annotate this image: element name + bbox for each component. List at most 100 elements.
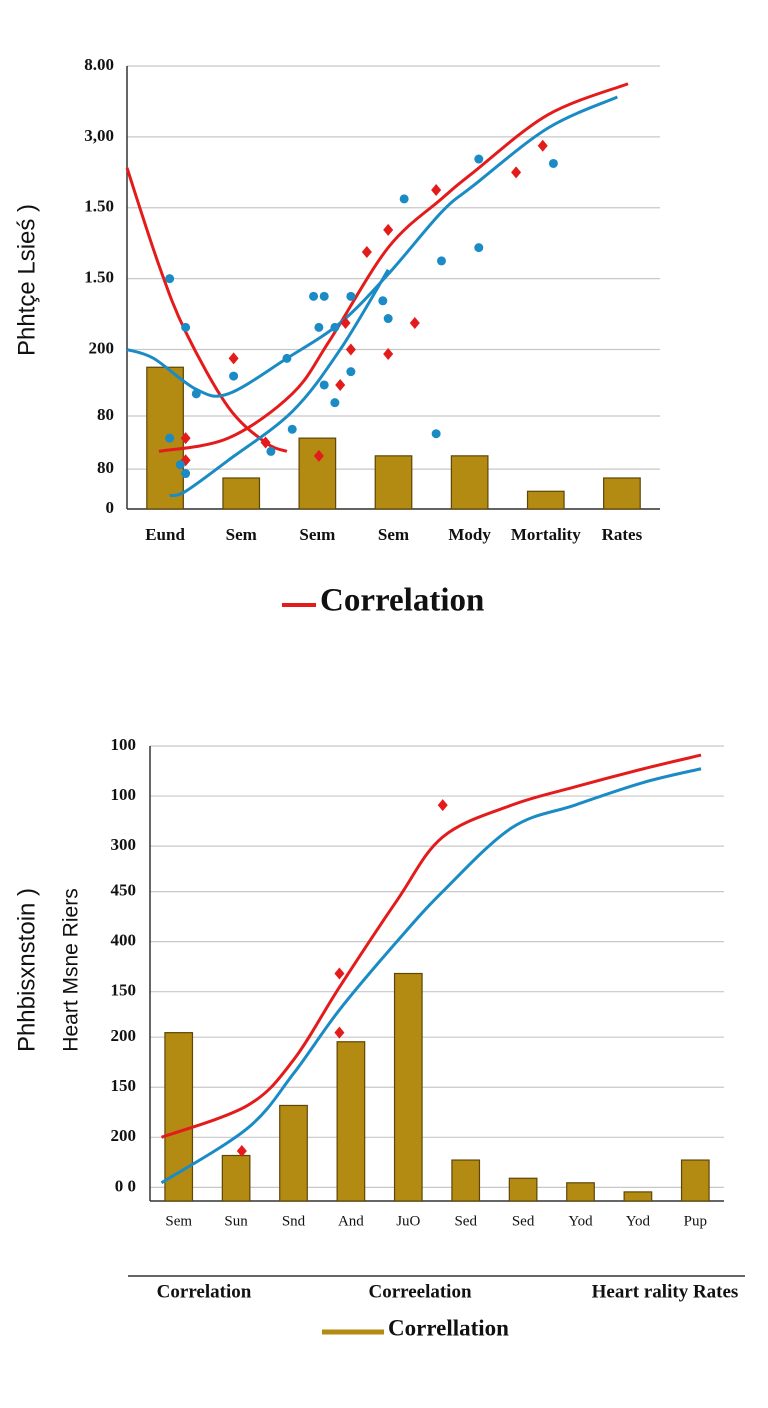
point [383, 314, 393, 324]
y-tick-label: 3,00 [84, 126, 114, 145]
y-tick-label: 1.50 [84, 197, 114, 216]
bar [603, 477, 641, 510]
point [236, 1144, 247, 1157]
point [319, 291, 329, 301]
point [330, 322, 340, 332]
x-tick-label: Sem [226, 525, 257, 544]
point [537, 139, 548, 152]
point [361, 246, 372, 259]
x-tick-label: Pup [684, 1213, 707, 1229]
point [165, 433, 175, 443]
point [181, 469, 191, 479]
x-tick-label: Mortality [511, 525, 581, 544]
y-tick-label: 0 [106, 498, 115, 517]
bar [298, 437, 337, 510]
footer-label: Correelation [368, 1281, 471, 1302]
point [266, 446, 276, 456]
point [287, 424, 297, 434]
x-tick-label: Sed [512, 1213, 535, 1229]
point [181, 322, 191, 332]
bar [336, 1041, 366, 1202]
x-tick-label: And [338, 1213, 364, 1229]
x-tick-label: Sun [224, 1213, 248, 1229]
x-tick-label: Yod [626, 1213, 651, 1229]
point [229, 371, 239, 381]
y-tick-label: 8.00 [84, 55, 114, 74]
y-tick-label: 80 [97, 458, 114, 477]
bar [450, 455, 489, 510]
x-tick-label: Eund [145, 525, 185, 544]
bar [374, 455, 413, 510]
x-tick-label: Rates [602, 525, 643, 544]
point [228, 352, 239, 365]
y-tick-label: 100 [111, 735, 137, 754]
y-tick-label: 0 0 [115, 1176, 136, 1195]
bar [393, 972, 423, 1202]
line [160, 753, 702, 1139]
y-tick-label: 150 [111, 1076, 137, 1095]
point [346, 291, 356, 301]
point [383, 347, 394, 360]
y-axis-label: Phhtçe Lsieś ) [13, 204, 40, 356]
x-tick-label: Snd [282, 1213, 306, 1229]
line [158, 82, 629, 453]
point [282, 353, 292, 363]
y-tick-label: 200 [111, 1126, 137, 1145]
point [346, 367, 356, 377]
line [169, 269, 390, 498]
point [431, 429, 441, 439]
point [474, 154, 484, 164]
point [191, 389, 201, 399]
point [175, 460, 185, 470]
bar [623, 1191, 653, 1202]
legend-label: Correlation [320, 583, 484, 619]
y-tick-label: 200 [111, 1026, 137, 1045]
x-tick-label: Sem [378, 525, 409, 544]
point [474, 243, 484, 253]
x-tick-label: Seım [299, 525, 335, 544]
bar [566, 1182, 595, 1202]
point [313, 449, 324, 462]
footer-label: Heart rality Rates [592, 1281, 739, 1302]
point [330, 398, 340, 408]
x-tick-label: Yod [568, 1213, 593, 1229]
point [165, 274, 175, 284]
point [335, 378, 346, 391]
point [548, 158, 558, 168]
y-tick-label: 300 [111, 835, 137, 854]
point [340, 316, 351, 329]
bar [222, 477, 261, 510]
y-tick-label: 150 [111, 981, 137, 1000]
point [409, 316, 420, 329]
point [319, 380, 329, 390]
point [378, 296, 388, 306]
footer-label: Correlation [157, 1281, 252, 1302]
point [399, 194, 409, 204]
point [334, 1026, 345, 1039]
y-tick-label: 1.50 [84, 268, 114, 287]
point [260, 436, 271, 449]
y-axis-label: Phhbisxnstoin ) [13, 888, 40, 1052]
bar [146, 366, 184, 510]
point [314, 322, 324, 332]
y-axis-label: Heart Msne Riers [60, 888, 83, 1051]
legend-label: Correllation [388, 1315, 509, 1340]
y-tick-label: 400 [111, 931, 137, 950]
point [345, 343, 356, 356]
point [437, 799, 448, 812]
bar [526, 490, 565, 510]
point [180, 432, 191, 445]
point [436, 256, 446, 266]
x-tick-label: Mody [448, 525, 491, 544]
bar [680, 1159, 710, 1202]
bar [164, 1032, 194, 1202]
y-tick-label: 200 [89, 338, 115, 357]
bar [451, 1159, 481, 1202]
point [309, 291, 319, 301]
y-tick-label: 450 [111, 881, 137, 900]
point [334, 967, 345, 980]
line [160, 767, 702, 1185]
y-tick-label: 80 [97, 405, 114, 424]
bar [508, 1177, 538, 1202]
